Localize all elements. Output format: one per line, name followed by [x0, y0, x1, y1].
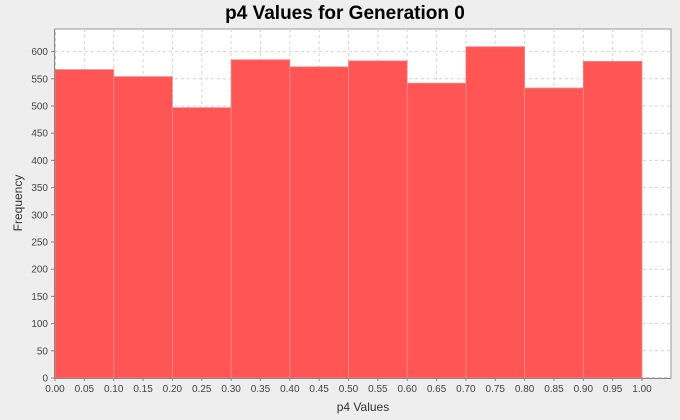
x-tick-label: 0.10 [104, 384, 124, 395]
histogram-bar [465, 46, 525, 379]
x-tick-label: 1.00 [632, 384, 652, 395]
y-tick-label: 500 [31, 102, 48, 113]
x-tick-label: 0.45 [309, 384, 329, 395]
x-tick-label: 0.20 [163, 384, 183, 395]
histogram-bar [406, 82, 467, 379]
chart-title: p4 Values for Generation 0 [225, 3, 465, 24]
x-tick-label: 0.90 [574, 384, 594, 395]
y-tick-label: 100 [31, 319, 48, 330]
y-tick-label: 400 [31, 156, 48, 167]
x-tick-label: 0.35 [251, 384, 271, 395]
histogram-bar [230, 59, 291, 379]
histogram-bar [582, 60, 643, 379]
y-tick-label: 50 [37, 346, 49, 357]
x-tick-label: 0.25 [192, 384, 212, 395]
y-tick-label: 0 [42, 374, 48, 385]
x-tick-label: 0.85 [544, 384, 564, 395]
histogram-bars [54, 46, 643, 379]
y-tick-label: 150 [31, 292, 48, 303]
x-tick-label: 0.50 [339, 384, 359, 395]
histogram-bar [171, 107, 232, 379]
x-tick-label: 0.15 [133, 384, 153, 395]
histogram-bar [54, 69, 115, 379]
x-tick-label: 0.40 [280, 384, 300, 395]
y-tick-label: 350 [31, 183, 48, 194]
y-tick-label: 550 [31, 74, 48, 85]
x-tick-label: 0.55 [368, 384, 388, 395]
histogram-bar [348, 60, 408, 379]
x-tick-label: 0.65 [427, 384, 447, 395]
x-tick-label: 0.05 [75, 384, 95, 395]
x-tick-label: 0.70 [456, 384, 476, 395]
histogram-bar [113, 76, 173, 379]
y-tick-label: 250 [31, 238, 48, 249]
x-tick-label: 0.95 [603, 384, 623, 395]
x-tick-label: 0.00 [45, 384, 65, 395]
axes: 0.00 0.05 0.10 0.15 0.20 0.25 0.30 0.35 0.40 0.45… [31, 29, 671, 395]
histogram-bar [524, 87, 584, 379]
y-axis-label: Frequency [11, 175, 25, 232]
y-tick-label: 200 [31, 265, 48, 276]
x-tick-label: 0.60 [397, 384, 417, 395]
x-tick-label: 0.30 [221, 384, 241, 395]
y-tick-label: 450 [31, 129, 48, 140]
histogram-bar [289, 66, 349, 379]
x-tick-label: 0.80 [515, 384, 535, 395]
y-tick-label: 300 [31, 210, 48, 221]
y-tick-label: 600 [31, 47, 48, 58]
x-axis-label: p4 Values [337, 400, 389, 414]
x-tick-label: 0.75 [486, 384, 506, 395]
